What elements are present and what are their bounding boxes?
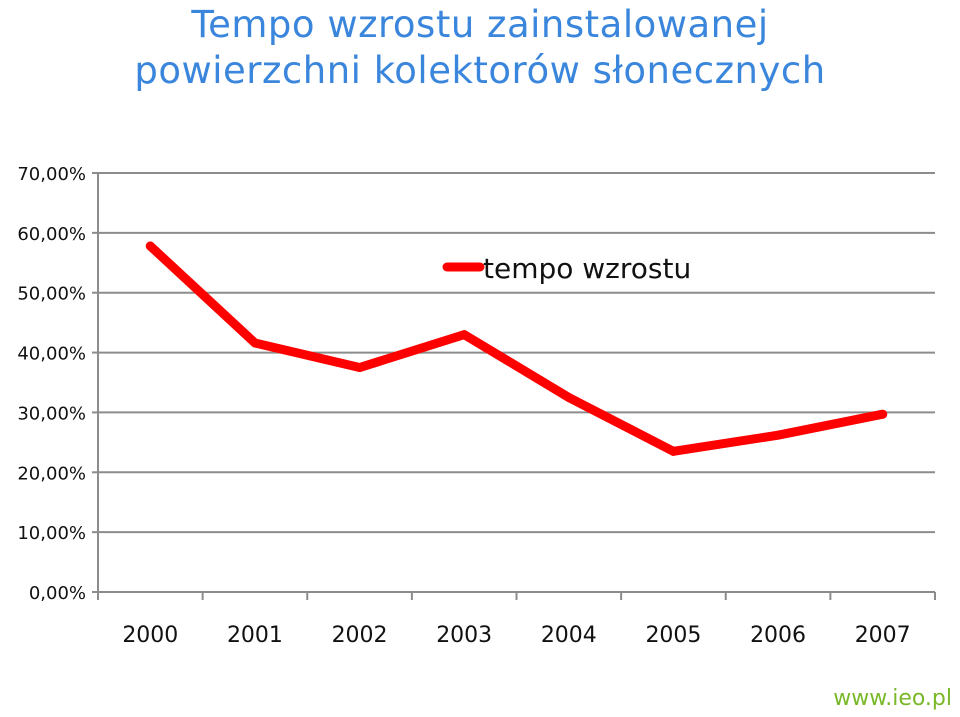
x-tick-label: 2006 bbox=[750, 623, 806, 648]
y-tick-label: 50,00% bbox=[17, 284, 86, 305]
chart-title: Tempo wzrostu zainstalowanej powierzchni… bbox=[0, 2, 960, 94]
data-point bbox=[145, 241, 155, 251]
data-point bbox=[355, 363, 365, 373]
x-tick-label: 2003 bbox=[436, 623, 492, 648]
x-tick-label: 2000 bbox=[122, 623, 178, 648]
data-point bbox=[878, 409, 888, 419]
x-tick-label: 2004 bbox=[541, 623, 597, 648]
y-tick-label: 30,00% bbox=[17, 403, 86, 424]
data-point bbox=[564, 392, 574, 402]
legend-label: tempo wzrostu bbox=[483, 252, 691, 285]
y-tick-label: 70,00% bbox=[17, 164, 86, 185]
series bbox=[145, 241, 888, 456]
x-tick-label: 2005 bbox=[645, 623, 701, 648]
x-tick-label: 2001 bbox=[227, 623, 283, 648]
grid-lines bbox=[98, 172, 935, 593]
series-line bbox=[145, 241, 888, 456]
x-tick-label: 2002 bbox=[332, 623, 388, 648]
x-tick-label: 2007 bbox=[855, 623, 911, 648]
axes bbox=[97, 173, 935, 593]
y-tick-label: 60,00% bbox=[17, 224, 86, 245]
y-tick-label: 40,00% bbox=[17, 344, 86, 365]
legend: tempo wzrostu bbox=[442, 252, 691, 285]
data-point bbox=[668, 446, 678, 456]
data-point bbox=[459, 330, 469, 340]
x-axis-ticks: 2000 2001 2002 2003 2004 2005 2006 2007 bbox=[97, 592, 936, 648]
y-tick-label: 0,00% bbox=[29, 583, 86, 604]
source-label: www.ieo.pl bbox=[833, 686, 952, 711]
y-tick-label: 20,00% bbox=[17, 463, 86, 484]
y-tick-label: 10,00% bbox=[17, 523, 86, 544]
chart-title-line-1: Tempo wzrostu zainstalowanej bbox=[191, 3, 769, 46]
chart-title-line-2: powierzchni kolektorów słonecznych bbox=[134, 49, 826, 92]
data-point bbox=[773, 430, 783, 440]
y-axis-ticks: 0,00% 10,00% 20,00% 30,00% 40,00% 50,00% 60,00… bbox=[17, 164, 98, 604]
data-point bbox=[250, 338, 260, 348]
